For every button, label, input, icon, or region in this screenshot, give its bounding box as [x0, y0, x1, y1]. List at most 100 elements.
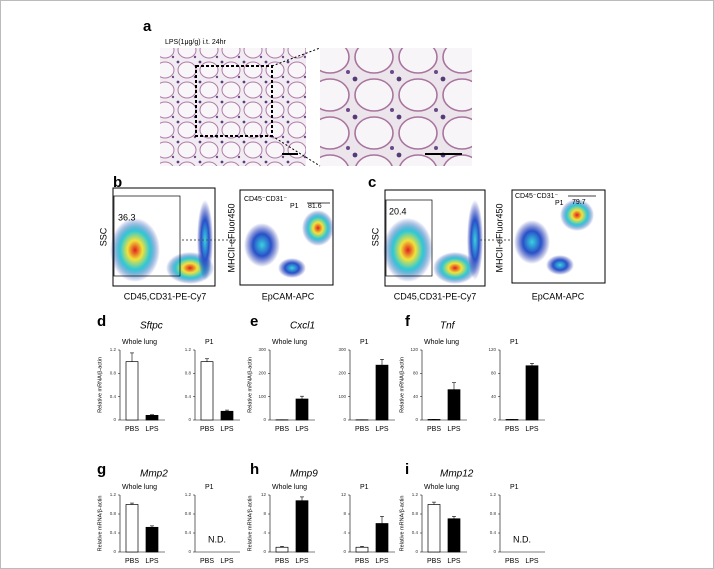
- error-bar: [225, 409, 229, 412]
- y-tick-label: 8: [343, 511, 346, 516]
- x-tick-label: PBS: [505, 558, 519, 565]
- x-tick-label: PBS: [125, 558, 139, 565]
- error-bar: [300, 395, 304, 399]
- y-tick-label: 0: [188, 549, 191, 554]
- annotation: N.D.: [208, 534, 226, 544]
- error-bar: [452, 382, 456, 390]
- x-tick-label: PBS: [427, 426, 441, 433]
- y-tick-label: 0.8: [185, 511, 192, 516]
- error-bar: [130, 502, 134, 505]
- x-label: CD45,CD31-PE-Cy7: [394, 291, 477, 301]
- x-tick-label: PBS: [355, 426, 369, 433]
- y-label: Relative mRNA/β-actin: [247, 357, 253, 413]
- panel-letter: h: [250, 461, 259, 478]
- gate-value: 79.7: [572, 199, 586, 206]
- y-tick-label: 0: [263, 417, 266, 422]
- y-tick-label: 0.8: [185, 371, 192, 376]
- condition: LPS(1μg/g) i.t. 24hr: [165, 39, 227, 46]
- y-tick-label: 0: [113, 549, 116, 554]
- flow-plot: [110, 187, 216, 287]
- subtitle: Whole lung: [122, 339, 157, 346]
- y-tick-label: 0.8: [110, 371, 117, 376]
- subtitle: P1: [360, 339, 369, 346]
- subtitle: Whole lung: [122, 484, 157, 491]
- y-label: Relative mRNA/β-actin: [97, 357, 103, 413]
- bar: [125, 504, 139, 553]
- y-tick-label: 100: [258, 394, 266, 399]
- y-label: Relative mRNA/β-actin: [97, 496, 103, 552]
- bar: [355, 546, 369, 553]
- y-tick-label: 0.8: [412, 511, 419, 516]
- bar: [220, 410, 234, 421]
- annotation: N.D.: [513, 534, 531, 544]
- flow-plot: [239, 189, 334, 286]
- y-tick-label: 0.4: [110, 530, 117, 535]
- gate-name: P1: [555, 200, 564, 207]
- y-tick-label: 0: [263, 549, 266, 554]
- y-tick-label: 120: [488, 347, 496, 352]
- zoom-line: [271, 47, 321, 67]
- y-tick-label: 40: [491, 394, 497, 399]
- error-bar: [300, 496, 304, 501]
- y-label: Relative mRNA/β-actin: [399, 496, 405, 552]
- error-bar: [432, 501, 436, 505]
- x-tick-label: PBS: [275, 426, 289, 433]
- subtitle: Whole lung: [424, 339, 459, 346]
- error-bar: [130, 352, 134, 362]
- y-tick-label: 80: [413, 371, 419, 376]
- y-label: MHCII-eFluor450: [226, 203, 236, 272]
- gate-value: 36.3: [118, 212, 136, 222]
- subtitle: P1: [360, 484, 369, 491]
- panel-letter: a: [143, 18, 152, 35]
- y-tick-label: 0: [113, 417, 116, 422]
- bar: [275, 546, 289, 553]
- zoom-line: [271, 135, 321, 167]
- x-tick-label: LPS: [295, 426, 309, 433]
- x-tick-label: PBS: [200, 426, 214, 433]
- panel-letter: c: [368, 174, 376, 191]
- error-bar: [150, 414, 154, 416]
- y-tick-label: 0.4: [490, 530, 497, 535]
- y-tick-label: 1.2: [185, 347, 192, 352]
- gene-name: Mmp2: [140, 469, 168, 480]
- x-tick-label: LPS: [220, 558, 234, 565]
- x-tick-label: PBS: [355, 558, 369, 565]
- x-label: EpCAM-APC: [262, 291, 315, 301]
- y-tick-label: 0: [188, 417, 191, 422]
- bar: [295, 500, 309, 553]
- y-tick-label: 0: [415, 549, 418, 554]
- y-tick-label: 40: [413, 394, 419, 399]
- x-tick-label: PBS: [200, 558, 214, 565]
- y-tick-label: 1.2: [110, 347, 117, 352]
- y-tick-label: 0.8: [490, 511, 497, 516]
- y-tick-label: 0.8: [110, 511, 117, 516]
- y-tick-label: 0: [343, 549, 346, 554]
- zoom-box: [195, 65, 273, 137]
- subtitle: P1: [205, 484, 214, 491]
- x-label: CD45,CD31-PE-Cy7: [124, 291, 207, 301]
- subtitle: Whole lung: [272, 339, 307, 346]
- x-tick-label: LPS: [525, 426, 539, 433]
- bar: [375, 523, 389, 553]
- panel-letter: f: [405, 313, 411, 330]
- y-tick-label: 100: [338, 394, 346, 399]
- y-tick-label: 1.2: [412, 492, 419, 497]
- gene-name: Cxcl1: [290, 321, 315, 332]
- micrograph: [160, 48, 306, 166]
- micrograph-zoom: [320, 48, 472, 166]
- x-tick-label: LPS: [525, 558, 539, 565]
- x-label: EpCAM-APC: [532, 291, 585, 301]
- x-tick-label: LPS: [145, 558, 159, 565]
- bar: [200, 361, 214, 421]
- panel-letter: b: [113, 174, 122, 191]
- bar: [125, 361, 139, 421]
- y-tick-label: 0: [493, 549, 496, 554]
- subtitle: P1: [510, 339, 519, 346]
- y-label: Relative mRNA/β-actin: [399, 357, 405, 413]
- y-tick-label: 1.2: [110, 492, 117, 497]
- y-tick-label: 300: [258, 347, 266, 352]
- gate-name: P1: [290, 203, 299, 210]
- y-tick-label: 12: [341, 492, 347, 497]
- x-tick-label: LPS: [145, 426, 159, 433]
- gate-value: 20.4: [389, 206, 407, 216]
